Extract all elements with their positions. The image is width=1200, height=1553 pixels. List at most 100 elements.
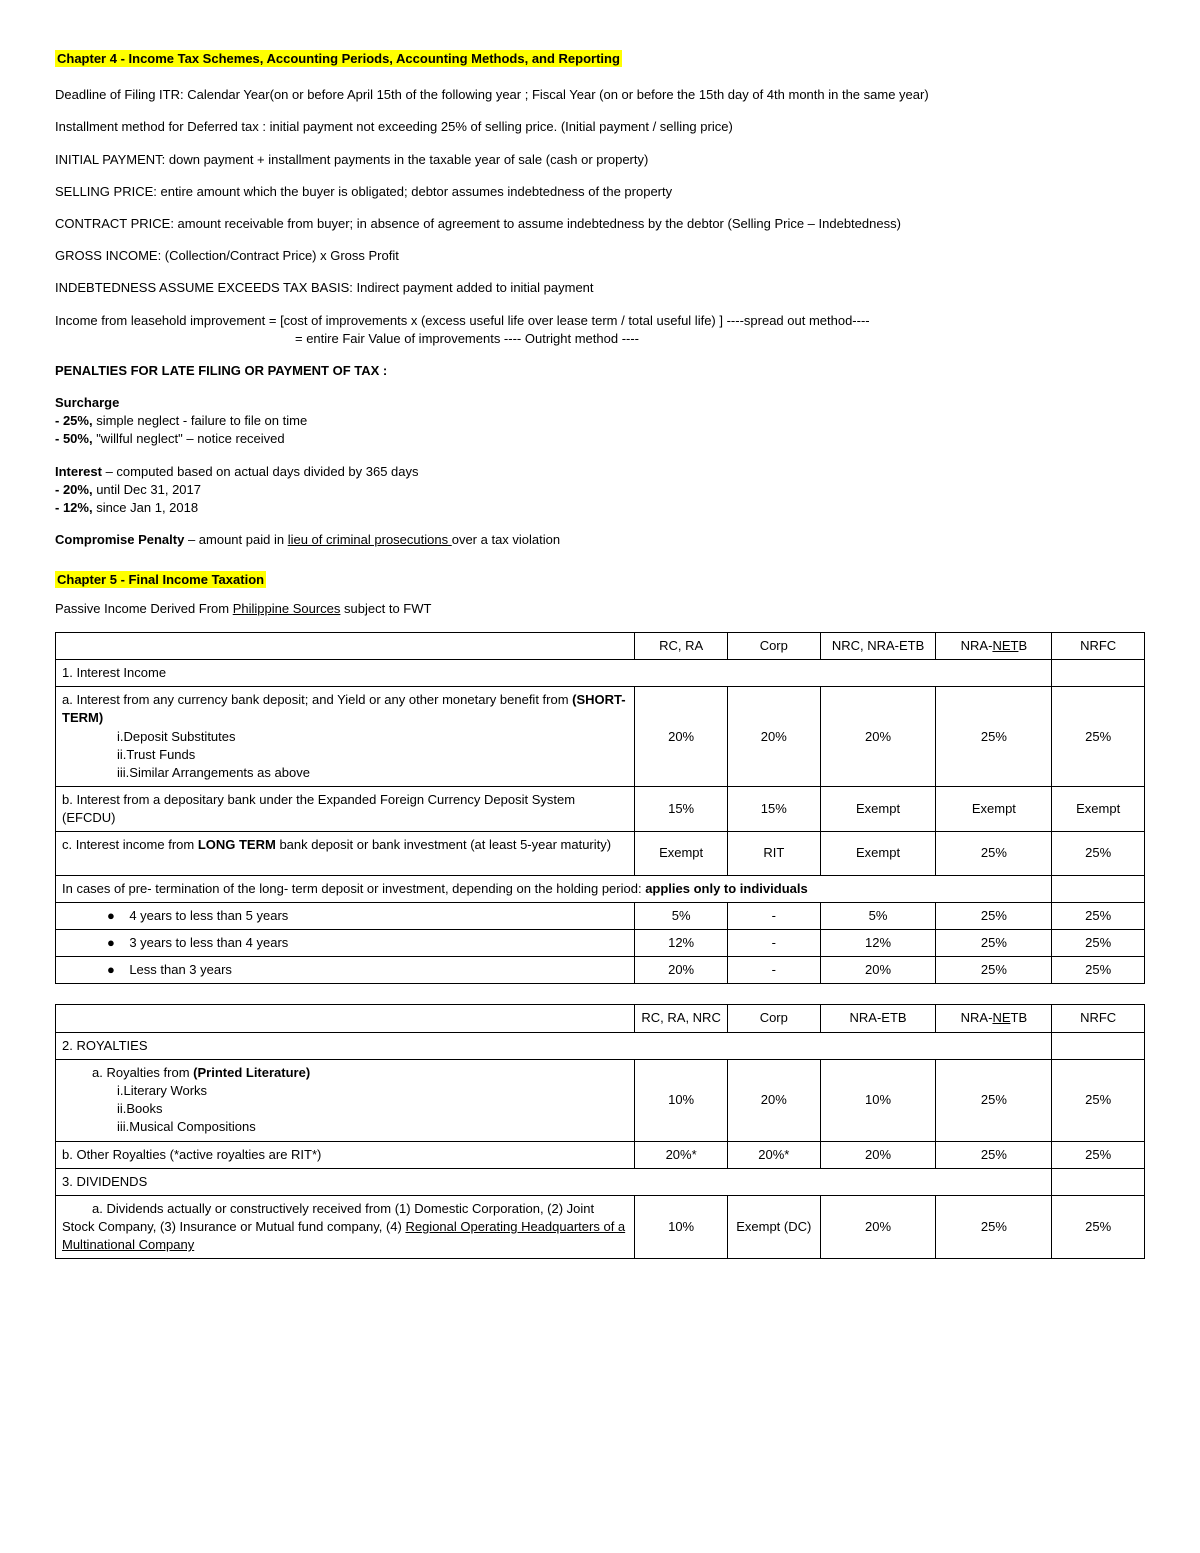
t2r2-v3: 25%	[936, 1141, 1052, 1168]
col-nrfc: NRFC	[1052, 632, 1145, 659]
r1-v2: 20%	[820, 687, 936, 787]
col-nrc-nraetb: NRC, NRA-ETB	[820, 632, 936, 659]
section-interest-income: 1. Interest Income	[56, 659, 1145, 686]
section-1-label: 1. Interest Income	[56, 659, 1052, 686]
pt2-v3: 25%	[936, 930, 1052, 957]
t2r3-v4: 25%	[1052, 1195, 1145, 1259]
pt3-desc: Less than 3 years	[129, 962, 232, 977]
penalties-heading: PENALTIES FOR LATE FILING OR PAYMENT OF …	[55, 362, 1145, 380]
pt1-v4: 25%	[1052, 902, 1145, 929]
pt3-v4: 25%	[1052, 957, 1145, 984]
para-initial-payment: INITIAL PAYMENT: down payment + installm…	[55, 151, 1145, 169]
compromise-desc1: – amount paid in	[184, 532, 287, 547]
compromise-heading: Compromise Penalty	[55, 532, 184, 547]
t2r2-desc: b. Other Royalties (*active royalties ar…	[56, 1141, 635, 1168]
passive-underline: Philippine Sources	[233, 601, 341, 616]
pt3-v3: 25%	[936, 957, 1052, 984]
compromise-block: Compromise Penalty – amount paid in lieu…	[55, 531, 1145, 549]
r1-sub2: ii.Trust Funds	[117, 746, 628, 764]
chapter-4-title: Chapter 4 - Income Tax Schemes, Accounti…	[55, 50, 622, 67]
pt2-v0: 12%	[635, 930, 728, 957]
row-pretermination-header: In cases of pre- termination of the long…	[56, 875, 1145, 902]
surcharge-block: Surcharge - 25%, simple neglect - failur…	[55, 394, 1145, 449]
t2r3-v1: Exempt (DC)	[727, 1195, 820, 1259]
t2r2-v0: 20%*	[635, 1141, 728, 1168]
compromise-underline: lieu of criminal prosecutions	[288, 532, 452, 547]
col-rc-ra: RC, RA	[635, 632, 728, 659]
t2r1-sub2: ii.Books	[117, 1100, 628, 1118]
pt1-desc: 4 years to less than 5 years	[129, 908, 288, 923]
pt2-v4: 25%	[1052, 930, 1145, 957]
royalties-dividends-table: RC, RA, NRC Corp NRA-ETB NRA-NETB NRFC 2…	[55, 1004, 1145, 1259]
passive-post: subject to FWT	[340, 601, 431, 616]
interest-20-txt: until Dec 31, 2017	[93, 482, 201, 497]
passive-income-line: Passive Income Derived From Philippine S…	[55, 600, 1145, 618]
r1-pre: a. Interest from any currency bank depos…	[62, 692, 572, 707]
pt1-v2: 5%	[820, 902, 936, 929]
interest-12-txt: since Jan 1, 2018	[93, 500, 199, 515]
t2r1-v1: 20%	[727, 1059, 820, 1141]
r3-v3: 25%	[936, 832, 1052, 875]
para-installment: Installment method for Deferred tax : in…	[55, 118, 1145, 136]
row-efcdu: b. Interest from a depositary bank under…	[56, 787, 1145, 832]
pt2-v1: -	[727, 930, 820, 957]
section-dividends: 3. DIVIDENDS	[56, 1168, 1145, 1195]
col-nra-netb: NRA-NETB	[936, 632, 1052, 659]
row-pt-3to4: ● 3 years to less than 4 years 12% - 12%…	[56, 930, 1145, 957]
interest-12-pct: - 12%,	[55, 500, 93, 515]
row-royalties-printed: a. Royalties from (Printed Literature) i…	[56, 1059, 1145, 1141]
table2-header-row: RC, RA, NRC Corp NRA-ETB NRA-NETB NRFC	[56, 1005, 1145, 1032]
surcharge-25-pct: - 25%,	[55, 413, 93, 428]
para-leasehold: Income from leasehold improvement = [cos…	[55, 312, 1145, 348]
section-royalties: 2. ROYALTIES	[56, 1032, 1145, 1059]
r3-v2: Exempt	[820, 832, 936, 875]
surcharge-heading: Surcharge	[55, 395, 119, 410]
t2r1-sub3: iii.Musical Compositions	[117, 1118, 628, 1136]
r1-v3: 25%	[936, 687, 1052, 787]
t2r1-bold: (Printed Literature)	[193, 1065, 310, 1080]
r2-desc: b. Interest from a depositary bank under…	[56, 787, 635, 832]
col2-nra-etb: NRA-ETB	[820, 1005, 936, 1032]
r2-v4: Exempt	[1052, 787, 1145, 832]
row-short-term: a. Interest from any currency bank depos…	[56, 687, 1145, 787]
t2r2-v1: 20%*	[727, 1141, 820, 1168]
t2r1-v3: 25%	[936, 1059, 1052, 1141]
para-indebtedness: INDEBTEDNESS ASSUME EXCEEDS TAX BASIS: I…	[55, 279, 1145, 297]
para-gross-income: GROSS INCOME: (Collection/Contract Price…	[55, 247, 1145, 265]
r3-v0: Exempt	[635, 832, 728, 875]
interest-income-table: RC, RA Corp NRC, NRA-ETB NRA-NETB NRFC 1…	[55, 632, 1145, 985]
col2-rc-ra-nrc: RC, RA, NRC	[635, 1005, 728, 1032]
preterm-bold: applies only to individuals	[645, 881, 808, 896]
r2-v1: 15%	[727, 787, 820, 832]
para-deadline: Deadline of Filing ITR: Calendar Year(on…	[55, 86, 1145, 104]
compromise-desc2: over a tax violation	[452, 532, 560, 547]
surcharge-50-txt: "willful neglect" – notice received	[93, 431, 285, 446]
surcharge-25-txt: simple neglect - failure to file on time	[93, 413, 308, 428]
pt3-v2: 20%	[820, 957, 936, 984]
row-other-royalties: b. Other Royalties (*active royalties ar…	[56, 1141, 1145, 1168]
r3-bold: LONG TERM	[198, 837, 276, 852]
r3-v4: 25%	[1052, 832, 1145, 875]
t2r1-v0: 10%	[635, 1059, 728, 1141]
t2r3-v3: 25%	[936, 1195, 1052, 1259]
row-pt-4to5: ● 4 years to less than 5 years 5% - 5% 2…	[56, 902, 1145, 929]
section-2-label: 2. ROYALTIES	[56, 1032, 1052, 1059]
surcharge-50-pct: - 50%,	[55, 431, 93, 446]
col2-nrfc: NRFC	[1052, 1005, 1145, 1032]
table-header-row: RC, RA Corp NRC, NRA-ETB NRA-NETB NRFC	[56, 632, 1145, 659]
para-selling-price: SELLING PRICE: entire amount which the b…	[55, 183, 1145, 201]
t2r2-v4: 25%	[1052, 1141, 1145, 1168]
t2r1-pre: a. Royalties from	[92, 1065, 193, 1080]
leasehold-line2: = entire Fair Value of improvements ----…	[295, 331, 639, 346]
pt3-v0: 20%	[635, 957, 728, 984]
t2r1-v4: 25%	[1052, 1059, 1145, 1141]
pt3-v1: -	[727, 957, 820, 984]
leasehold-line1: Income from leasehold improvement = [cos…	[55, 313, 870, 328]
row-pt-lt3: ● Less than 3 years 20% - 20% 25% 25%	[56, 957, 1145, 984]
pt2-v2: 12%	[820, 930, 936, 957]
r3-post: bank deposit or bank investment (at leas…	[276, 837, 611, 852]
row-long-term: c. Interest income from LONG TERM bank d…	[56, 832, 1145, 875]
r1-v4: 25%	[1052, 687, 1145, 787]
r1-v1: 20%	[727, 687, 820, 787]
interest-desc: – computed based on actual days divided …	[102, 464, 419, 479]
